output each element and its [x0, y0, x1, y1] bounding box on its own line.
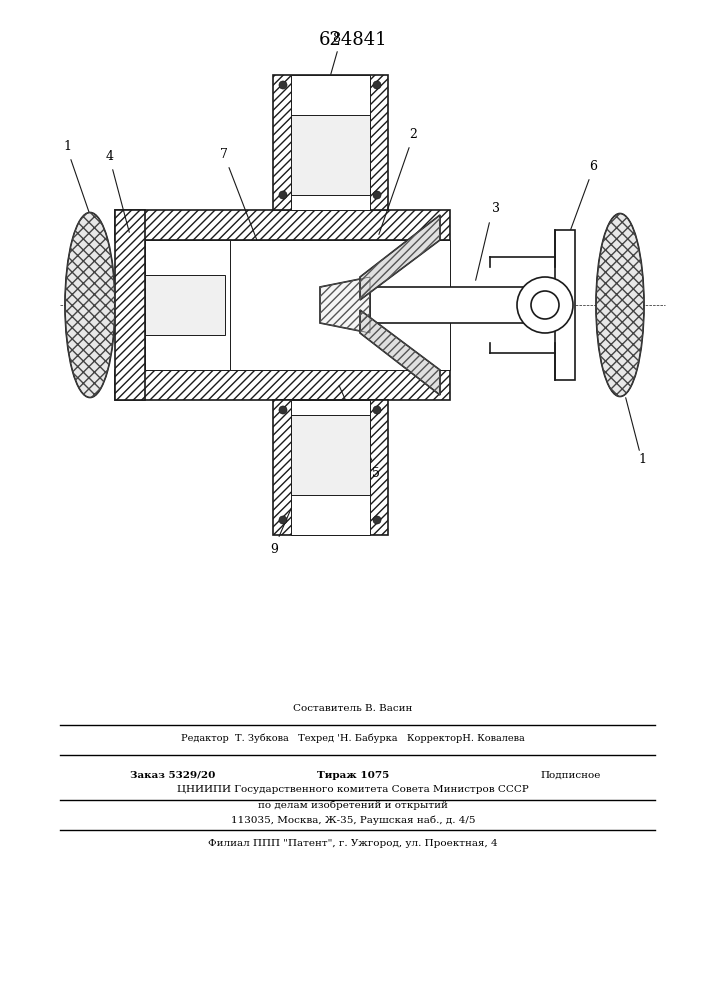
Polygon shape [360, 215, 440, 300]
Text: 8: 8 [332, 32, 340, 45]
Text: 6: 6 [589, 160, 597, 173]
Text: Подписное: Подписное [540, 770, 600, 780]
Text: 624841: 624841 [319, 31, 387, 49]
Text: Составитель В. Васин: Составитель В. Васин [293, 704, 413, 713]
Text: 2: 2 [409, 128, 417, 141]
Bar [291, 400, 370, 535]
Polygon shape [360, 310, 440, 395]
Circle shape [279, 81, 287, 89]
Circle shape [373, 406, 381, 414]
Bar [291, 415, 370, 495]
Bar [273, 400, 388, 535]
Circle shape [531, 291, 559, 319]
Text: 3: 3 [492, 202, 500, 215]
Bar [115, 210, 450, 240]
Text: 4: 4 [106, 150, 114, 163]
Circle shape [373, 81, 381, 89]
Bar [115, 370, 450, 400]
Text: 1: 1 [638, 453, 646, 466]
Circle shape [279, 191, 287, 199]
Text: Тираж 1075: Тираж 1075 [317, 770, 389, 780]
Circle shape [279, 406, 287, 414]
Text: ЦНИИПИ Государственного комитета Совета Министров СССР: ЦНИИПИ Государственного комитета Совета … [177, 786, 529, 794]
Text: 1: 1 [63, 140, 71, 153]
Bar [115, 210, 145, 400]
Text: Редактор  Т. Зубкова   Техред 'Н. Бабурка   КорректорН. Ковалева: Редактор Т. Зубкова Техред 'Н. Бабурка К… [181, 733, 525, 743]
Text: 9: 9 [270, 543, 278, 556]
Text: 7: 7 [220, 148, 228, 161]
Text: Заказ 5329/20: Заказ 5329/20 [130, 770, 216, 780]
Bar [145, 275, 225, 335]
Text: 5: 5 [372, 467, 380, 480]
Circle shape [373, 191, 381, 199]
Text: Фиг. 2: Фиг. 2 [330, 483, 375, 497]
Text: Филиал ППП "Патент", г. Ужгород, ул. Проектная, 4: Филиал ППП "Патент", г. Ужгород, ул. Про… [208, 838, 498, 848]
Bar [273, 75, 388, 210]
Bar [370, 287, 560, 323]
Bar [291, 75, 370, 210]
Circle shape [517, 277, 573, 333]
Ellipse shape [65, 213, 115, 397]
Bar [145, 240, 230, 370]
Text: по делам изобретений и открытий: по делам изобретений и открытий [258, 800, 448, 810]
Circle shape [279, 516, 287, 524]
Ellipse shape [596, 214, 644, 396]
Bar [555, 230, 575, 380]
Circle shape [373, 516, 381, 524]
Bar [291, 115, 370, 195]
Text: 113035, Москва, Ж-35, Раушская наб., д. 4/5: 113035, Москва, Ж-35, Раушская наб., д. … [230, 815, 475, 825]
Bar [145, 240, 450, 370]
Polygon shape [320, 277, 370, 333]
